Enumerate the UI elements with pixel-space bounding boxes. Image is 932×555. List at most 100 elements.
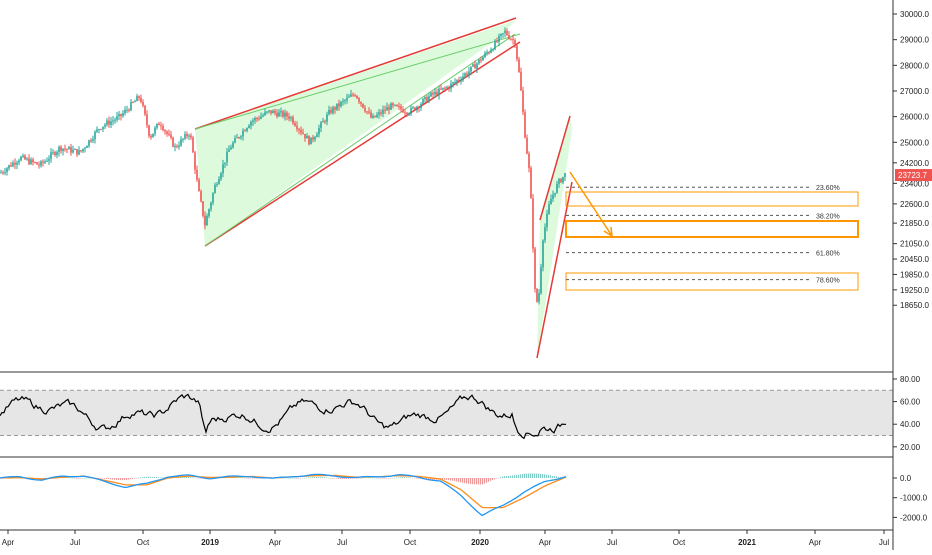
histogram-bar bbox=[344, 478, 346, 479]
histogram-bar bbox=[106, 478, 108, 479]
candle-body bbox=[212, 193, 214, 203]
candle-body bbox=[54, 152, 56, 156]
candle-body bbox=[344, 100, 346, 102]
candle-body bbox=[408, 113, 410, 115]
candle-body bbox=[328, 109, 330, 115]
candle-body bbox=[160, 125, 162, 127]
histogram-bar bbox=[462, 478, 464, 483]
candle-body bbox=[318, 128, 320, 135]
candle-body bbox=[0, 172, 2, 174]
candle-body bbox=[398, 106, 400, 108]
wedge-1-fill bbox=[195, 20, 516, 246]
wedge-1-mid-line bbox=[194, 33, 521, 130]
candle-body bbox=[274, 110, 276, 113]
candle-body bbox=[126, 109, 128, 111]
candle-body bbox=[38, 164, 40, 166]
histogram-bar bbox=[146, 476, 148, 478]
time-tick-label: 2020 bbox=[471, 538, 489, 547]
candle-body bbox=[434, 91, 436, 95]
candle-body bbox=[474, 64, 476, 69]
candle-body bbox=[100, 129, 102, 131]
candle-body bbox=[470, 66, 472, 72]
histogram-bar bbox=[122, 478, 124, 481]
histogram-bar bbox=[348, 478, 350, 479]
price-tick-label: 20450.0 bbox=[900, 255, 929, 264]
candle-body bbox=[340, 101, 342, 107]
candle-body bbox=[98, 129, 100, 131]
candle-body bbox=[28, 158, 30, 164]
candle-body bbox=[96, 129, 98, 132]
candle-body bbox=[342, 100, 344, 102]
candle-body bbox=[262, 115, 264, 117]
time-tick-label: Apr bbox=[269, 538, 282, 547]
candle-body bbox=[202, 201, 204, 216]
histogram-bar bbox=[152, 476, 154, 478]
candle-body bbox=[44, 161, 46, 163]
histogram-bar bbox=[370, 477, 372, 479]
histogram-bar bbox=[550, 475, 552, 478]
candle-body bbox=[236, 137, 238, 139]
candle-body bbox=[148, 125, 150, 136]
histogram-bar bbox=[256, 478, 258, 479]
histogram-bar bbox=[74, 478, 76, 479]
time-tick-label: Oct bbox=[673, 538, 686, 547]
candle-body bbox=[186, 134, 188, 137]
candle-body bbox=[448, 86, 450, 89]
candle-body bbox=[266, 111, 268, 113]
macd-pane bbox=[0, 473, 568, 517]
candle-body bbox=[406, 112, 408, 115]
candle-body bbox=[132, 102, 134, 104]
candle-body bbox=[30, 159, 32, 164]
candle-body bbox=[436, 91, 438, 96]
candle-body bbox=[284, 112, 286, 117]
candle-body bbox=[268, 110, 270, 112]
histogram-bar bbox=[406, 477, 408, 478]
histogram-bar bbox=[542, 474, 544, 478]
candle-body bbox=[520, 71, 522, 91]
candle-body bbox=[240, 136, 242, 138]
histogram-bar bbox=[538, 473, 540, 478]
candle-body bbox=[52, 152, 54, 154]
candle-body bbox=[6, 168, 8, 173]
histogram-bar bbox=[104, 478, 106, 479]
histogram-bar bbox=[416, 478, 418, 479]
rsi-tick-label: 80.00 bbox=[900, 375, 921, 384]
candle-body bbox=[494, 40, 496, 50]
candle-body bbox=[370, 112, 372, 118]
candle-body bbox=[354, 95, 356, 97]
candle-body bbox=[154, 127, 156, 134]
histogram-bar bbox=[448, 478, 450, 481]
histogram-bar bbox=[512, 475, 514, 478]
histogram-bar bbox=[98, 478, 100, 479]
candle-body bbox=[306, 135, 308, 139]
candle-body bbox=[142, 102, 144, 106]
candle-body bbox=[180, 139, 182, 146]
candle-body bbox=[114, 119, 116, 121]
candle-body bbox=[256, 118, 258, 120]
candle-body bbox=[226, 151, 228, 163]
candle-body bbox=[512, 39, 514, 41]
candle-body bbox=[378, 112, 380, 115]
candle-body bbox=[238, 137, 240, 139]
candle-body bbox=[136, 96, 138, 102]
histogram-bar bbox=[496, 478, 498, 479]
candle-body bbox=[334, 107, 336, 110]
candle-body bbox=[42, 161, 44, 163]
histogram-bar bbox=[544, 474, 546, 478]
candle-body bbox=[338, 103, 340, 107]
candle-body bbox=[286, 112, 288, 117]
histogram-bar bbox=[350, 478, 352, 479]
histogram-bar bbox=[372, 477, 374, 479]
histogram-bar bbox=[102, 478, 104, 479]
candle-body bbox=[424, 96, 426, 100]
candle-body bbox=[314, 137, 316, 140]
fib-level-label: 23.60% bbox=[816, 185, 840, 192]
histogram-bar bbox=[414, 478, 416, 479]
candle-body bbox=[244, 130, 246, 132]
histogram-bar bbox=[362, 477, 364, 479]
histogram-bar bbox=[78, 478, 80, 479]
histogram-bar bbox=[220, 478, 222, 479]
histogram-bar bbox=[412, 477, 414, 479]
wedge-2-fill bbox=[537, 116, 572, 358]
